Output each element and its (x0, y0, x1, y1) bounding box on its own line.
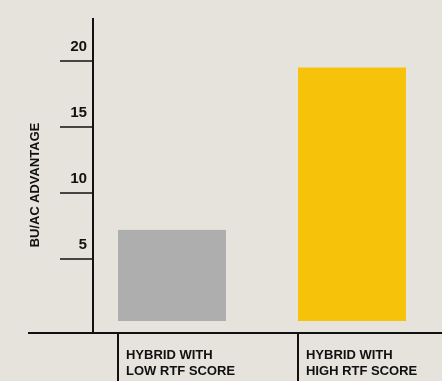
y-tick-label: 10 (70, 170, 87, 187)
bars (118, 67, 406, 321)
y-tick-label: 15 (70, 104, 87, 121)
y-tick-label: 20 (70, 38, 87, 55)
category-label: LOW RTF SCORE (126, 363, 235, 378)
category-label: HIGH RTF SCORE (306, 363, 418, 378)
category-label: HYBRID WITH (306, 347, 393, 362)
bar-1 (118, 229, 226, 321)
category-label: HYBRID WITH (126, 347, 213, 362)
y-axis-ticks: 5 10 15 20 (60, 38, 93, 260)
y-axis-title: BU/AC ADVANTAGE (27, 122, 42, 247)
y-tick-label: 5 (79, 236, 87, 253)
axes (28, 18, 442, 334)
bar-2 (298, 67, 406, 321)
